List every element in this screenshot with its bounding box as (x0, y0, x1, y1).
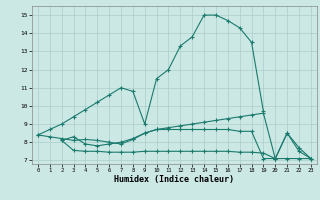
X-axis label: Humidex (Indice chaleur): Humidex (Indice chaleur) (115, 175, 234, 184)
